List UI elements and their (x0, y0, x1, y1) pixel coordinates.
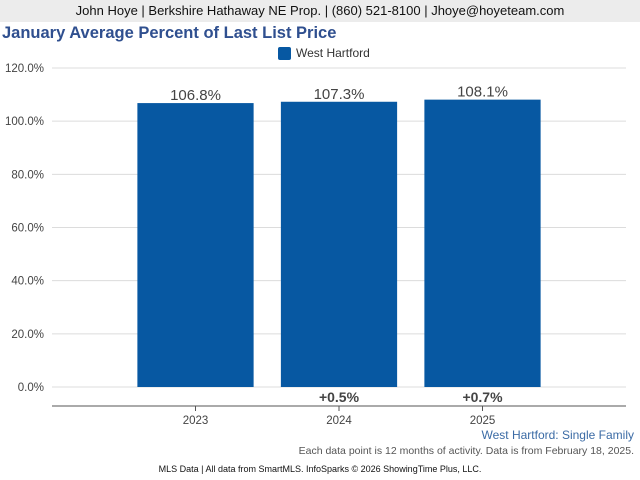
change-label: +0.5% (319, 389, 360, 405)
legend-swatch (278, 46, 291, 60)
data-label: 108.1% (457, 84, 508, 101)
y-tick-label: 40.0% (11, 276, 44, 288)
y-tick-label: 20.0% (11, 329, 44, 341)
bar (280, 101, 398, 387)
legend-label: West Hartford (296, 46, 370, 60)
agent-contact-bar: John Hoye | Berkshire Hathaway NE Prop. … (0, 0, 640, 22)
y-tick-label: 80.0% (11, 169, 44, 181)
y-tick-label: 60.0% (11, 223, 44, 235)
x-tick-label: 2025 (470, 415, 496, 427)
data-note: Each data point is 12 months of activity… (298, 445, 634, 457)
data-source: MLS Data | All data from SmartMLS. InfoS… (158, 464, 482, 474)
x-tick-label: 2023 (183, 415, 209, 427)
bar (137, 103, 254, 387)
chart-subtitle: West Hartford: Single Family (481, 428, 635, 442)
chart-title: January Average Percent of Last List Pri… (2, 24, 337, 42)
y-tick-label: 100.0% (5, 116, 44, 128)
bar (424, 99, 541, 388)
agent-contact-text: John Hoye | Berkshire Hathaway NE Prop. … (75, 3, 565, 18)
data-label: 106.8% (170, 87, 221, 104)
data-label: 107.3% (314, 86, 365, 103)
change-label: +0.7% (462, 389, 503, 405)
y-tick-label: 120.0% (5, 63, 44, 75)
y-tick-label: 0.0% (18, 382, 44, 394)
chart-legend[interactable]: West Hartford (278, 46, 370, 60)
x-tick-label: 2024 (326, 415, 352, 427)
